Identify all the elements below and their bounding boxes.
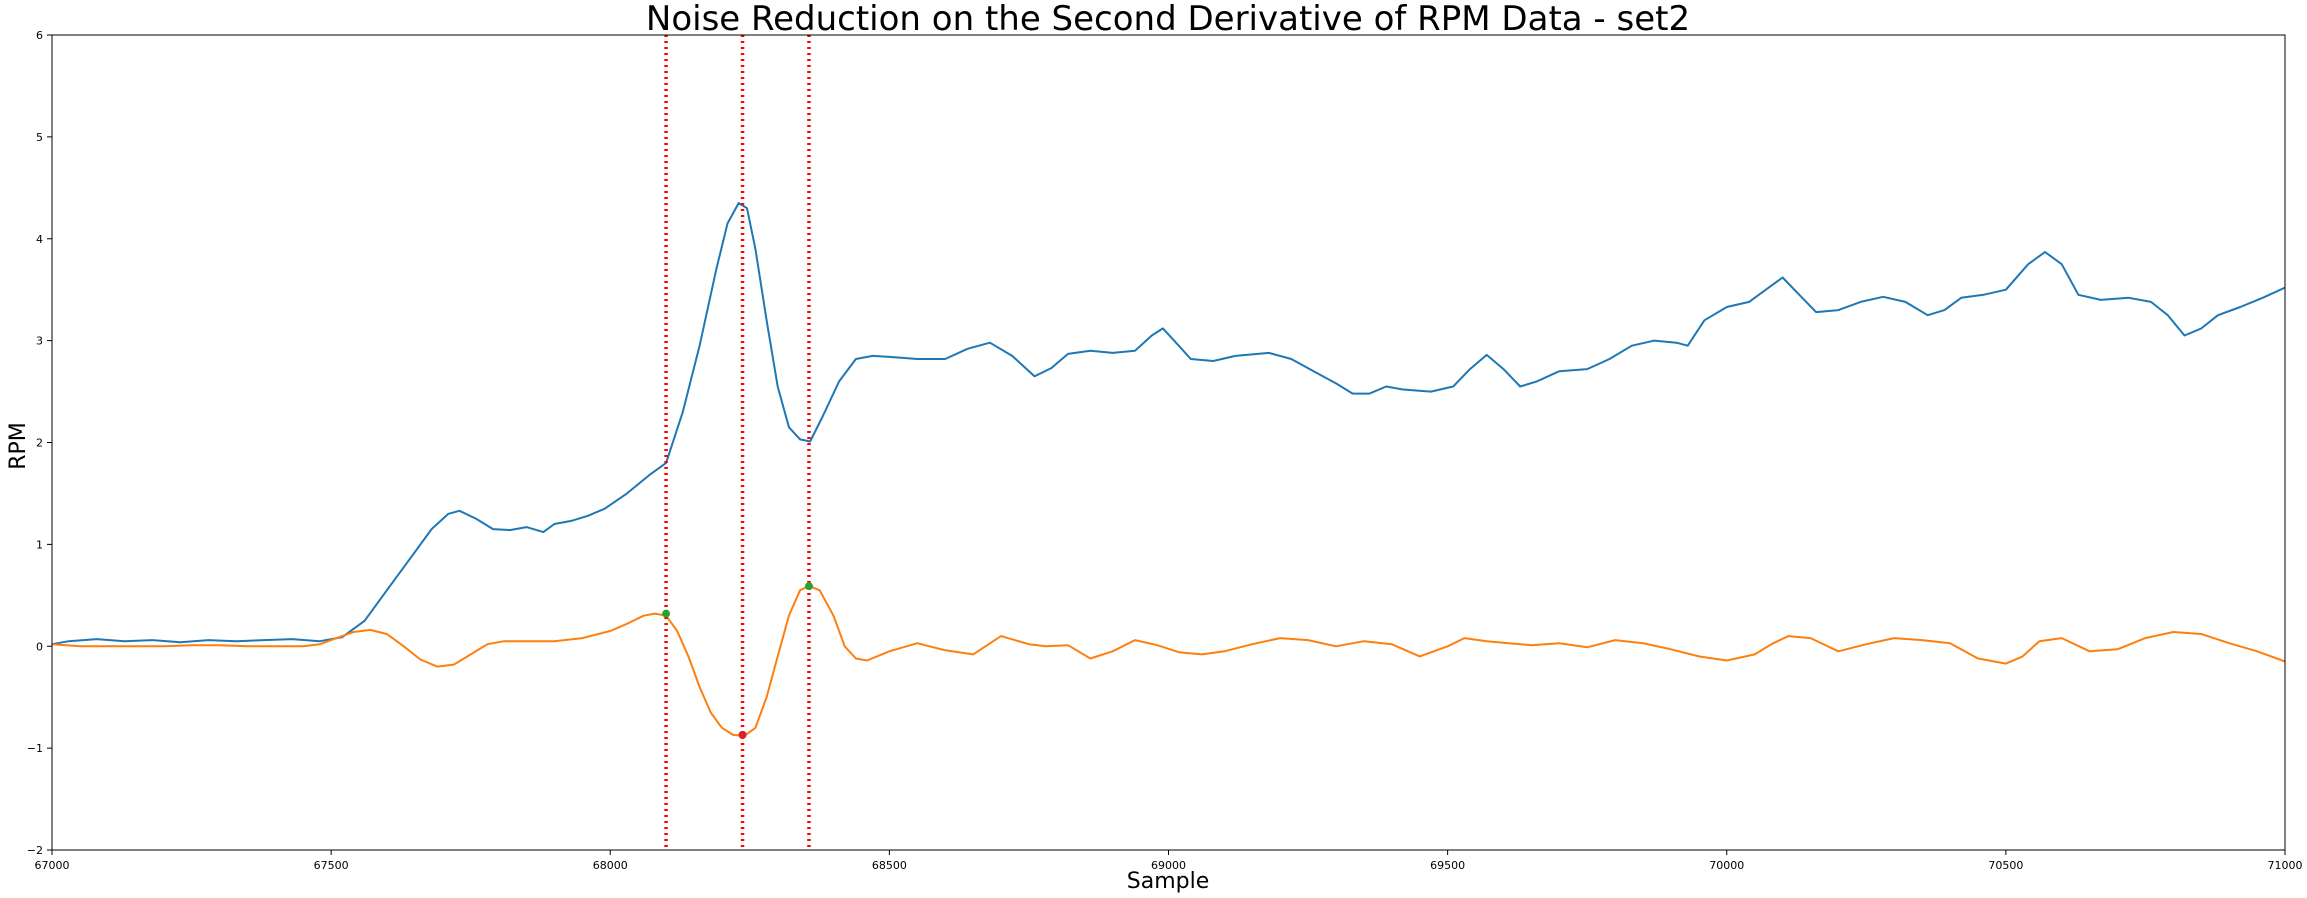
point-marker-3 [804, 582, 813, 591]
y-tick-label-6: 6 [36, 29, 43, 42]
y-tick-label-0: 0 [36, 640, 43, 653]
y-tick-label-1: 1 [36, 538, 43, 551]
x-tick-label-69000: 69000 [1151, 859, 1186, 872]
y-tick-label-2: 2 [36, 437, 43, 450]
point-marker-1 [662, 609, 671, 618]
chart-title: Noise Reduction on the Second Derivative… [646, 0, 1690, 39]
x-tick-label-67500: 67500 [314, 859, 349, 872]
x-tick-label-70500: 70500 [1988, 859, 2023, 872]
x-tick-label-67000: 67000 [35, 859, 70, 872]
plot-area [51, 35, 2286, 850]
y-tick-label--2: −2 [27, 844, 43, 857]
x-tick-label-68000: 68000 [593, 859, 628, 872]
series-line-2 [51, 585, 2286, 737]
axis-ticks: 67000 67500 68000 68500 69000 69500 70000 70500… [27, 29, 2303, 872]
y-axis-label: RPM [6, 422, 31, 470]
x-tick-label-70000: 70000 [1709, 859, 1744, 872]
y-tick-label-4: 4 [36, 233, 43, 246]
y-tick-label-3: 3 [36, 335, 43, 348]
x-tick-label-68500: 68500 [872, 859, 907, 872]
x-tick-label-69500: 69500 [1430, 859, 1465, 872]
plot-frame [51, 34, 2286, 851]
x-axis-label: Sample [1127, 869, 1210, 894]
point-marker-2 [738, 730, 747, 739]
y-tick-label--1: −1 [27, 742, 43, 755]
series-line-1 [51, 202, 2286, 646]
x-tick-label-71000: 71000 [2268, 859, 2303, 872]
y-tick-label-5: 5 [36, 131, 43, 144]
